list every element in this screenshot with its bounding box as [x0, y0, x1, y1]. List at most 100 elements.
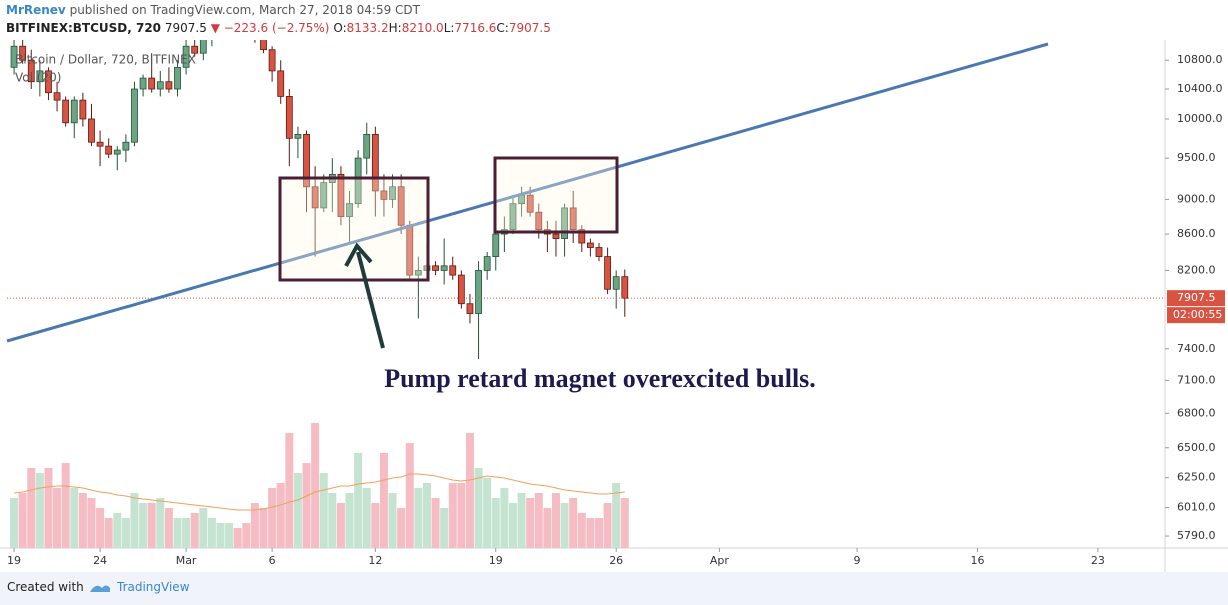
volume-bar [10, 498, 19, 548]
x-tick-label: Mar [176, 554, 197, 567]
candle-body [209, 26, 215, 40]
candle-body [218, 19, 224, 26]
volume-bar [405, 443, 414, 548]
volume-bar [53, 488, 62, 548]
volume-bar [242, 523, 251, 548]
candle-body [10, 45, 18, 68]
x-tick-label: 6 [269, 554, 276, 567]
candle-body [354, 157, 362, 205]
volume-bar [233, 528, 242, 548]
candle-body [311, 186, 319, 209]
candle-body [70, 99, 78, 124]
symbol-line: BITFINEX:BTCUSD, 720 7907.5 ▼ −223.6 (−2… [6, 21, 551, 35]
volume-bar [560, 503, 569, 548]
volume-bar [27, 468, 36, 548]
candle-body [552, 233, 560, 239]
candle-body [165, 81, 173, 90]
volume-bar [35, 473, 44, 548]
ohlc-label: L: [443, 21, 455, 35]
candle-body [432, 265, 439, 271]
chart: Bitcoin / Dollar, 720, BITFINEX Vol (20)… [0, 12, 1228, 572]
candle-body [191, 45, 199, 54]
volume-bar [44, 468, 53, 548]
brand[interactable]: TradingView [117, 580, 190, 594]
candle-body [243, 19, 249, 26]
last-price-box [1167, 290, 1225, 307]
volume-bar [96, 508, 105, 548]
volume-bar [448, 483, 457, 548]
ohlc-label: O: [333, 21, 347, 35]
volume-bar [397, 508, 406, 548]
ohlc-value: 7716.6 [454, 21, 497, 35]
candle-body [148, 77, 156, 90]
candle-body [569, 207, 577, 231]
volume-bar [379, 453, 388, 548]
candle-body [182, 45, 190, 68]
candle-body [303, 133, 310, 188]
candle-body [235, 12, 241, 19]
candle-body [492, 233, 500, 257]
candle-body [174, 66, 181, 90]
ohlc-value: 8133.2 [346, 21, 389, 35]
volume-bar [268, 488, 277, 548]
candle-body [483, 256, 491, 271]
volume-bar [362, 488, 371, 548]
candle-body [535, 211, 543, 231]
author[interactable]: MrRenev [6, 3, 66, 17]
x-tick-label: 24 [93, 554, 107, 567]
candle-body [389, 186, 396, 200]
candle-body [260, 40, 267, 51]
ohlc: O:8133.2H:8210.0L:7716.6C:7907.5 [333, 21, 551, 35]
countdown-box [1167, 307, 1225, 324]
volume-bar [259, 508, 268, 548]
volume-bar [276, 483, 285, 548]
candle-body [337, 173, 345, 217]
volume-bar [139, 503, 148, 548]
volume-bar [551, 493, 560, 548]
candle-body [79, 99, 87, 120]
volume-bar [319, 473, 328, 548]
header: MrRenev published on TradingView.com, Ma… [6, 3, 420, 17]
candle-body [363, 133, 371, 159]
created-with: Created with [7, 580, 84, 594]
candle-body [268, 49, 276, 72]
candle-body [397, 186, 405, 226]
candle-body [122, 141, 130, 151]
volume-bar [534, 493, 543, 548]
candle-body [45, 70, 52, 94]
candle-body [440, 265, 448, 271]
volume-bar [87, 498, 96, 548]
y-tick-label: 9000.0 [1177, 192, 1216, 205]
y-tick-label: 8200.0 [1177, 263, 1216, 276]
candle-body [346, 203, 353, 217]
volume-bar [173, 518, 182, 548]
candle-body [277, 70, 285, 97]
candle-body [457, 274, 465, 305]
y-tick-label: 7100.0 [1177, 373, 1216, 386]
candle-body [320, 182, 328, 209]
candle-body [621, 276, 629, 299]
y-tick-label: 6800.0 [1177, 406, 1216, 419]
candle-body [414, 270, 422, 276]
last-price-label: 7907.5 [1177, 291, 1216, 304]
ohlc-label: C: [496, 21, 509, 35]
volume-bar [620, 498, 629, 548]
volume-bar [371, 503, 380, 548]
volume-bar [569, 498, 578, 548]
volume-bar [113, 513, 122, 548]
y-tick-label: 10000.0 [1177, 112, 1223, 125]
volume-ma [13, 473, 625, 511]
candle-body [612, 276, 620, 290]
candle-body [36, 70, 44, 83]
x-tick-label: 26 [609, 554, 623, 567]
volume-bar [190, 513, 199, 548]
volume-bar [457, 483, 466, 548]
volume-bar [440, 508, 449, 548]
volume-bar [354, 453, 363, 548]
candle-body [199, 40, 207, 54]
ohlc-value: 8210.0 [401, 21, 444, 35]
candle-body [380, 190, 388, 200]
arrow-head [344, 242, 373, 267]
volume-bar [577, 513, 586, 548]
volume-bar [207, 518, 216, 548]
